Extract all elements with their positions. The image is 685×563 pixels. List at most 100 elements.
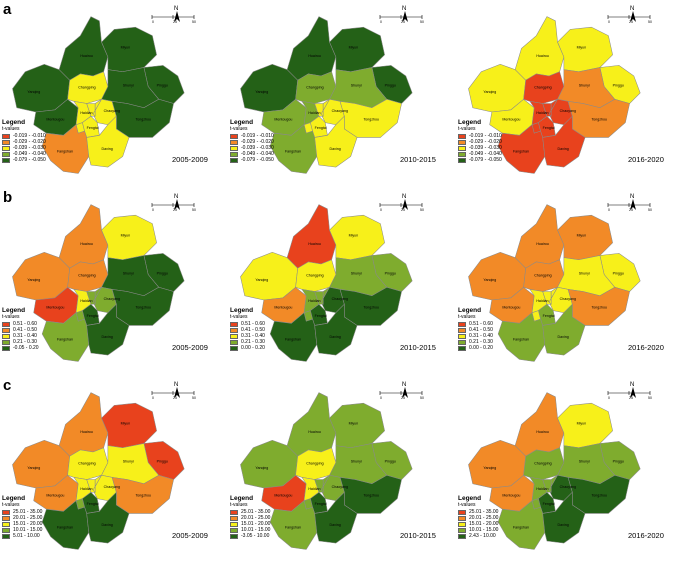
district-miyun bbox=[557, 26, 613, 72]
legend-item: 0.41 - 0.50 bbox=[2, 327, 39, 333]
legend-swatch bbox=[230, 151, 238, 157]
legend-item: 25.01 - 35.00 bbox=[2, 509, 42, 515]
district-label-yanqing: Yanqing bbox=[255, 90, 268, 94]
district-daxing bbox=[86, 303, 130, 356]
legend-label: -0.079 - -0.050 bbox=[469, 157, 502, 163]
legend-swatch bbox=[2, 333, 10, 339]
scale-tick-label: 25 bbox=[401, 396, 405, 400]
legend-subtitle: t-values bbox=[2, 314, 20, 320]
legend-label: 0.51 - 0.60 bbox=[241, 321, 265, 327]
arrow-icon bbox=[402, 199, 408, 210]
district-label-changping: Changping bbox=[78, 274, 95, 278]
scale-tick-label: 0 bbox=[608, 20, 610, 24]
north-arrow-icon: N bbox=[174, 382, 180, 398]
district-label-miyun: Miyun bbox=[577, 233, 587, 237]
district-label-chaoyang: Chaoyang bbox=[560, 297, 576, 301]
district-label-changping: Changping bbox=[534, 86, 551, 90]
district-label-yanqing: Yanqing bbox=[255, 466, 268, 470]
legend-label: -0.039 - -0.030 bbox=[469, 145, 502, 151]
district-label-chaoyang: Chaoyang bbox=[332, 297, 348, 301]
legend-swatch bbox=[458, 533, 466, 539]
legend-label: -0.019 - -0.010 bbox=[241, 133, 274, 139]
district-label-haidian: Haidian bbox=[536, 487, 548, 491]
legend-item: 15.01 - 20.00 bbox=[2, 521, 42, 527]
legend-item: 10.01 - 15.00 bbox=[2, 527, 42, 533]
legend-swatch bbox=[458, 157, 466, 163]
district-label-fangshan: Fangshan bbox=[285, 525, 301, 529]
legend-label: 0.21 - 0.30 bbox=[241, 339, 265, 345]
north-label: N bbox=[630, 382, 634, 388]
district-label-miyun: Miyun bbox=[121, 421, 131, 425]
legend-swatch bbox=[230, 145, 238, 151]
district-label-yanqing: Yanqing bbox=[27, 90, 40, 94]
legend-item: 10.01 - 15.00 bbox=[230, 527, 270, 533]
district-miyun bbox=[557, 214, 613, 260]
district-label-daxing: Daxing bbox=[330, 523, 341, 527]
scale-tick-label: 50 bbox=[420, 208, 424, 212]
legend-swatch bbox=[230, 533, 238, 539]
scale-tick-label: 25 bbox=[629, 208, 633, 212]
scale-tick-label: 50 bbox=[648, 208, 652, 212]
legend-item: -0.039 - -0.030 bbox=[458, 145, 502, 151]
district-label-chaoyang: Chaoyang bbox=[332, 485, 348, 489]
district-label-tongzhou: Tongzhou bbox=[363, 493, 379, 497]
district-daxing bbox=[86, 491, 130, 544]
legend-label: -0.029 - -0.020 bbox=[469, 139, 502, 145]
legend-label: 15.01 - 20.00 bbox=[241, 521, 271, 527]
scale-tick-label: 0 bbox=[380, 208, 382, 212]
district-label-yanqing: Yanqing bbox=[255, 278, 268, 282]
legend-swatch bbox=[458, 139, 466, 145]
legend-label: -0.049 - -0.040 bbox=[469, 151, 502, 157]
legend: Legend t-values -0.019 - -0.010 -0.029 - -0… bbox=[2, 119, 46, 163]
district-label-chaoyang: Chaoyang bbox=[104, 485, 120, 489]
north-arrow-icon: N bbox=[630, 6, 636, 22]
district-label-haidian: Haidian bbox=[308, 299, 320, 303]
legend-swatch bbox=[230, 327, 238, 333]
district-map: Yanqing Huairou Miyun Pinggu Mentougou Changp… bbox=[468, 16, 641, 174]
legend-item: 0.41 - 0.50 bbox=[458, 327, 493, 333]
district-label-yanqing: Yanqing bbox=[483, 90, 496, 94]
legend-label: 25.01 - 35.00 bbox=[469, 509, 499, 515]
district-miyun bbox=[329, 214, 385, 260]
period-label: 2010-2015 bbox=[400, 343, 436, 352]
district-label-huairou: Huairou bbox=[80, 430, 93, 434]
scale-bar: 0 25 50 bbox=[379, 203, 424, 212]
district-label-shunyi: Shunyi bbox=[579, 460, 590, 464]
district-label-mentougou: Mentougou bbox=[502, 493, 520, 497]
legend-swatch bbox=[2, 151, 10, 157]
district-huairou bbox=[58, 392, 109, 457]
scale-bar: 0 25 50 bbox=[607, 391, 652, 400]
legend-subtitle: t-values bbox=[2, 126, 20, 132]
legend: Legend t-values 0.51 - 0.60 0.41 - 0.50 0.31… bbox=[230, 307, 265, 351]
district-dongcheng bbox=[92, 287, 102, 305]
scale-tick-label: 0 bbox=[608, 396, 610, 400]
district-label-yanqing: Yanqing bbox=[27, 466, 40, 470]
legend-swatch bbox=[458, 327, 466, 333]
district-label-pinggu: Pinggu bbox=[613, 460, 624, 464]
district-label-miyun: Miyun bbox=[121, 233, 131, 237]
district-miyun bbox=[329, 402, 385, 448]
legend-item: 25.01 - 35.00 bbox=[458, 509, 498, 515]
legend-item: 0.31 - 0.40 bbox=[458, 333, 493, 339]
legend-item: -0.079 - -0.050 bbox=[458, 157, 502, 163]
legend-label: -0.019 - -0.010 bbox=[13, 133, 46, 139]
legend-item: -0.05 - 0.20 bbox=[2, 345, 39, 351]
legend-item: 0.51 - 0.60 bbox=[458, 321, 493, 327]
district-miyun bbox=[329, 26, 385, 72]
district-label-miyun: Miyun bbox=[349, 45, 359, 49]
legend-item: 2.43 - 10.00 bbox=[458, 533, 498, 539]
period-label: 2016-2020 bbox=[628, 531, 664, 540]
legend-item: 0.00 - 0.20 bbox=[230, 345, 265, 351]
legend-swatch bbox=[230, 157, 238, 163]
district-miyun bbox=[101, 26, 157, 72]
north-label: N bbox=[402, 194, 406, 200]
district-label-haidian: Haidian bbox=[536, 111, 548, 115]
district-label-chaoyang: Chaoyang bbox=[104, 109, 120, 113]
legend-label: -3.05 - 10.00 bbox=[241, 533, 270, 539]
legend-subtitle: t-values bbox=[230, 502, 248, 508]
legend-label: 20.01 - 25.00 bbox=[469, 515, 499, 521]
legend: Legend t-values 0.51 - 0.60 0.41 - 0.50 0.31… bbox=[2, 307, 39, 351]
district-huairou bbox=[286, 16, 337, 81]
district-huairou bbox=[514, 204, 565, 269]
north-arrow-icon: N bbox=[402, 6, 408, 22]
